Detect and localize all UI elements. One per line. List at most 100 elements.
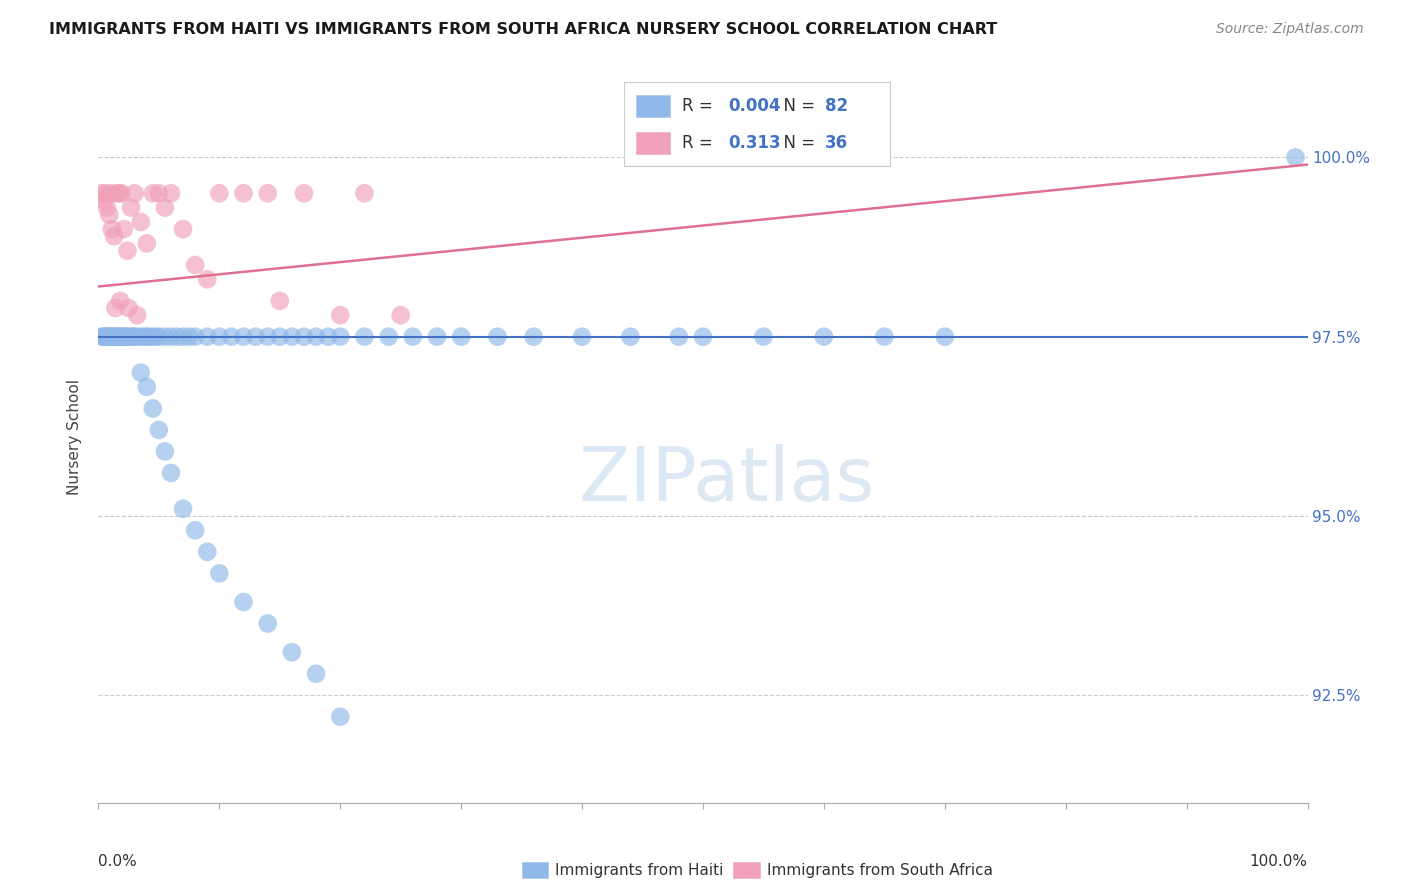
Point — [120, 329, 142, 343]
Point — [269, 293, 291, 308]
Point — [389, 308, 412, 322]
Point — [523, 329, 546, 343]
Point — [112, 329, 135, 343]
Point — [145, 329, 167, 343]
Point — [692, 329, 714, 343]
Y-axis label: Nursery School: Nursery School — [67, 379, 83, 495]
Point — [153, 444, 176, 458]
Point — [142, 186, 165, 201]
Point — [127, 308, 149, 322]
Point — [117, 244, 139, 258]
Text: R =: R = — [682, 134, 724, 152]
Point — [208, 566, 231, 581]
Point — [166, 329, 188, 343]
Point — [108, 293, 131, 308]
Point — [105, 186, 128, 201]
Point — [153, 329, 176, 343]
Point — [98, 329, 121, 343]
FancyBboxPatch shape — [637, 95, 671, 118]
Text: N =: N = — [773, 97, 821, 115]
Point — [97, 329, 120, 343]
Point — [353, 329, 375, 343]
Point — [184, 524, 207, 538]
Point — [129, 329, 152, 343]
Point — [124, 329, 146, 343]
Point — [94, 186, 117, 201]
Point — [100, 222, 122, 236]
Point — [316, 329, 339, 343]
Point — [114, 329, 136, 343]
Text: N =: N = — [773, 134, 821, 152]
Point — [118, 301, 141, 315]
Point — [292, 186, 315, 201]
Point — [134, 329, 156, 343]
Point — [120, 201, 142, 215]
Point — [93, 329, 115, 343]
Point — [112, 222, 135, 236]
Point — [281, 645, 304, 659]
Bar — [522, 862, 548, 878]
Point — [208, 329, 231, 343]
Point — [127, 329, 149, 343]
Text: 100.0%: 100.0% — [1250, 854, 1308, 869]
Text: R =: R = — [682, 97, 718, 115]
Point — [195, 545, 218, 559]
Point — [184, 258, 207, 272]
Point — [129, 215, 152, 229]
Text: IMMIGRANTS FROM HAITI VS IMMIGRANTS FROM SOUTH AFRICA NURSERY SCHOOL CORRELATION: IMMIGRANTS FROM HAITI VS IMMIGRANTS FROM… — [49, 22, 997, 37]
Point — [245, 329, 267, 343]
Point — [329, 710, 352, 724]
Point — [108, 329, 131, 343]
Point — [115, 329, 138, 343]
Point — [135, 236, 157, 251]
Point — [91, 186, 114, 201]
Point — [142, 329, 165, 343]
Point — [172, 329, 194, 343]
Point — [96, 201, 118, 215]
Point — [256, 329, 278, 343]
Text: ZIPatlas: ZIPatlas — [579, 444, 876, 517]
Point — [184, 329, 207, 343]
Point — [101, 329, 124, 343]
Point — [111, 329, 134, 343]
Point — [100, 329, 122, 343]
Point — [873, 329, 896, 343]
Point — [486, 329, 509, 343]
Point — [142, 401, 165, 416]
Text: 36: 36 — [825, 134, 848, 152]
Point — [256, 616, 278, 631]
Point — [281, 329, 304, 343]
Point — [160, 466, 183, 480]
Point — [104, 301, 127, 315]
Point — [104, 329, 127, 343]
Point — [96, 329, 118, 343]
Text: Source: ZipAtlas.com: Source: ZipAtlas.com — [1216, 22, 1364, 37]
Point — [153, 201, 176, 215]
Point — [148, 329, 170, 343]
Point — [668, 329, 690, 343]
Point — [172, 501, 194, 516]
Point — [91, 329, 114, 343]
Point — [122, 329, 145, 343]
Point — [160, 329, 183, 343]
Point — [148, 186, 170, 201]
Point — [377, 329, 399, 343]
Point — [305, 329, 328, 343]
Point — [118, 329, 141, 343]
Point — [269, 329, 291, 343]
Point — [93, 194, 115, 208]
Point — [305, 666, 328, 681]
Point — [160, 186, 183, 201]
Point — [138, 329, 160, 343]
Point — [208, 186, 231, 201]
Point — [292, 329, 315, 343]
Point — [195, 329, 218, 343]
Point — [450, 329, 472, 343]
Point — [752, 329, 775, 343]
Point — [98, 208, 121, 222]
Point — [100, 329, 122, 343]
Point — [256, 186, 278, 201]
Bar — [734, 862, 759, 878]
Point — [934, 329, 956, 343]
Text: 82: 82 — [825, 97, 848, 115]
